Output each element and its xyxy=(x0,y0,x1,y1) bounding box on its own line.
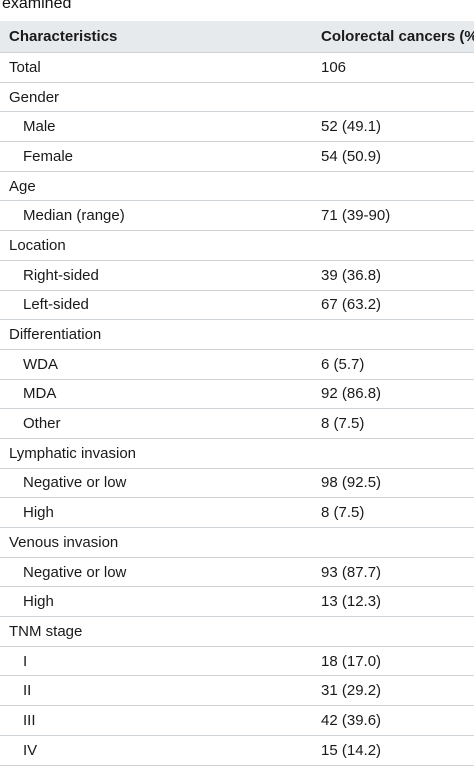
table-row: MDA 92 (86.8) xyxy=(0,380,474,410)
table-header-row: Characteristics Colorectal cancers (%) xyxy=(0,21,474,53)
row-value: 106 xyxy=(321,58,347,76)
table-row: IV 15 (14.2) xyxy=(0,736,474,766)
row-label: II xyxy=(23,682,32,700)
table-row: Negative or low 98 (92.5) xyxy=(0,469,474,499)
table-row: TNM stage xyxy=(0,617,474,647)
row-value: 71 (39-90) xyxy=(321,207,391,225)
table-body: Total 106 Gender Male 52 (49.1) Female 54 (50.… xyxy=(0,53,474,766)
row-label: Venous invasion xyxy=(9,533,119,551)
row-label: Location xyxy=(9,236,66,254)
table-row: III 42 (39.6) xyxy=(0,706,474,736)
row-value: 67 (63.2) xyxy=(321,296,382,314)
table-row: Lymphatic invasion xyxy=(0,439,474,469)
table-row: II 31 (29.2) xyxy=(0,676,474,707)
row-label: WDA xyxy=(23,355,58,373)
row-value: 93 (87.7) xyxy=(321,563,382,581)
row-value: 13 (12.3) xyxy=(321,593,382,611)
row-label: Right-sided xyxy=(23,266,99,284)
characteristics-table: Characteristics Colorectal cancers (%) T… xyxy=(0,21,474,766)
table-row: High 13 (12.3) xyxy=(0,587,474,618)
row-label: Other xyxy=(23,415,61,433)
row-label: I xyxy=(23,652,28,670)
row-value: 54 (50.9) xyxy=(321,147,382,165)
row-value: 39 (36.8) xyxy=(321,266,382,284)
column-header-colorectal-cancers: Colorectal cancers (%) xyxy=(321,28,474,45)
row-label: Negative or low xyxy=(23,563,127,581)
table-row: Gender xyxy=(0,83,474,113)
table-row: Left-sided 67 (63.2) xyxy=(0,291,474,321)
row-label: Negative or low xyxy=(23,474,127,492)
row-value: 42 (39.6) xyxy=(321,711,382,729)
row-label: IV xyxy=(23,741,38,759)
row-label: High xyxy=(23,504,54,522)
table-row: Venous invasion xyxy=(0,528,474,558)
table-row: Female 54 (50.9) xyxy=(0,142,474,172)
row-label: High xyxy=(23,593,54,611)
table-row: WDA 6 (5.7) xyxy=(0,350,474,380)
row-value: 52 (49.1) xyxy=(321,118,382,136)
table-row: High 8 (7.5) xyxy=(0,498,474,528)
table-row: I 18 (17.0) xyxy=(0,647,474,677)
table-row: Median (range) 71 (39-90) xyxy=(0,201,474,232)
row-label: Differentiation xyxy=(9,326,102,344)
row-value: 8 (7.5) xyxy=(321,415,365,433)
table-row: Right-sided 39 (36.8) xyxy=(0,261,474,291)
table-row: Age xyxy=(0,172,474,202)
row-value: 15 (14.2) xyxy=(321,741,382,759)
row-value: 31 (29.2) xyxy=(321,682,382,700)
row-value: 6 (5.7) xyxy=(321,355,365,373)
row-label: Left-sided xyxy=(23,296,89,314)
row-value: 98 (92.5) xyxy=(321,474,382,492)
row-value: 18 (17.0) xyxy=(321,652,382,670)
row-label: Median (range) xyxy=(23,207,125,225)
row-value: 92 (86.8) xyxy=(321,385,382,403)
row-label: Age xyxy=(9,177,36,195)
table-caption: examined xyxy=(2,0,72,12)
row-label: Gender xyxy=(9,88,60,106)
table-row: Other 8 (7.5) xyxy=(0,409,474,439)
table-row: Differentiation xyxy=(0,320,474,350)
row-label: III xyxy=(23,711,36,729)
row-label: Male xyxy=(23,118,56,136)
row-label: MDA xyxy=(23,385,57,403)
table-row: Negative or low 93 (87.7) xyxy=(0,558,474,588)
table-row: Male 52 (49.1) xyxy=(0,112,474,143)
row-label: Lymphatic invasion xyxy=(9,444,137,462)
row-value: 8 (7.5) xyxy=(321,504,365,522)
row-label: TNM stage xyxy=(9,622,83,640)
table-row: Location xyxy=(0,231,474,261)
column-header-characteristics: Characteristics xyxy=(9,28,118,45)
table-row: Total 106 xyxy=(0,53,474,83)
row-label: Female xyxy=(23,147,74,165)
row-label: Total xyxy=(9,58,41,76)
